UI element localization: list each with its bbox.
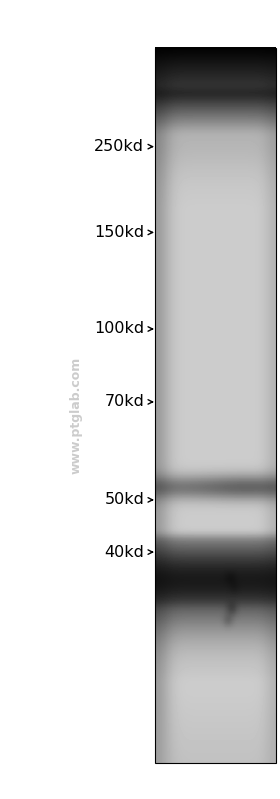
Bar bbox=[155, 48, 276, 763]
Text: 100kd: 100kd bbox=[94, 321, 144, 336]
Text: 40kd: 40kd bbox=[104, 545, 144, 559]
Text: www.ptglab.com: www.ptglab.com bbox=[69, 357, 82, 474]
Text: 150kd: 150kd bbox=[94, 225, 144, 240]
Text: 250kd: 250kd bbox=[94, 139, 144, 154]
Text: 70kd: 70kd bbox=[104, 395, 144, 409]
Text: 50kd: 50kd bbox=[104, 492, 144, 507]
